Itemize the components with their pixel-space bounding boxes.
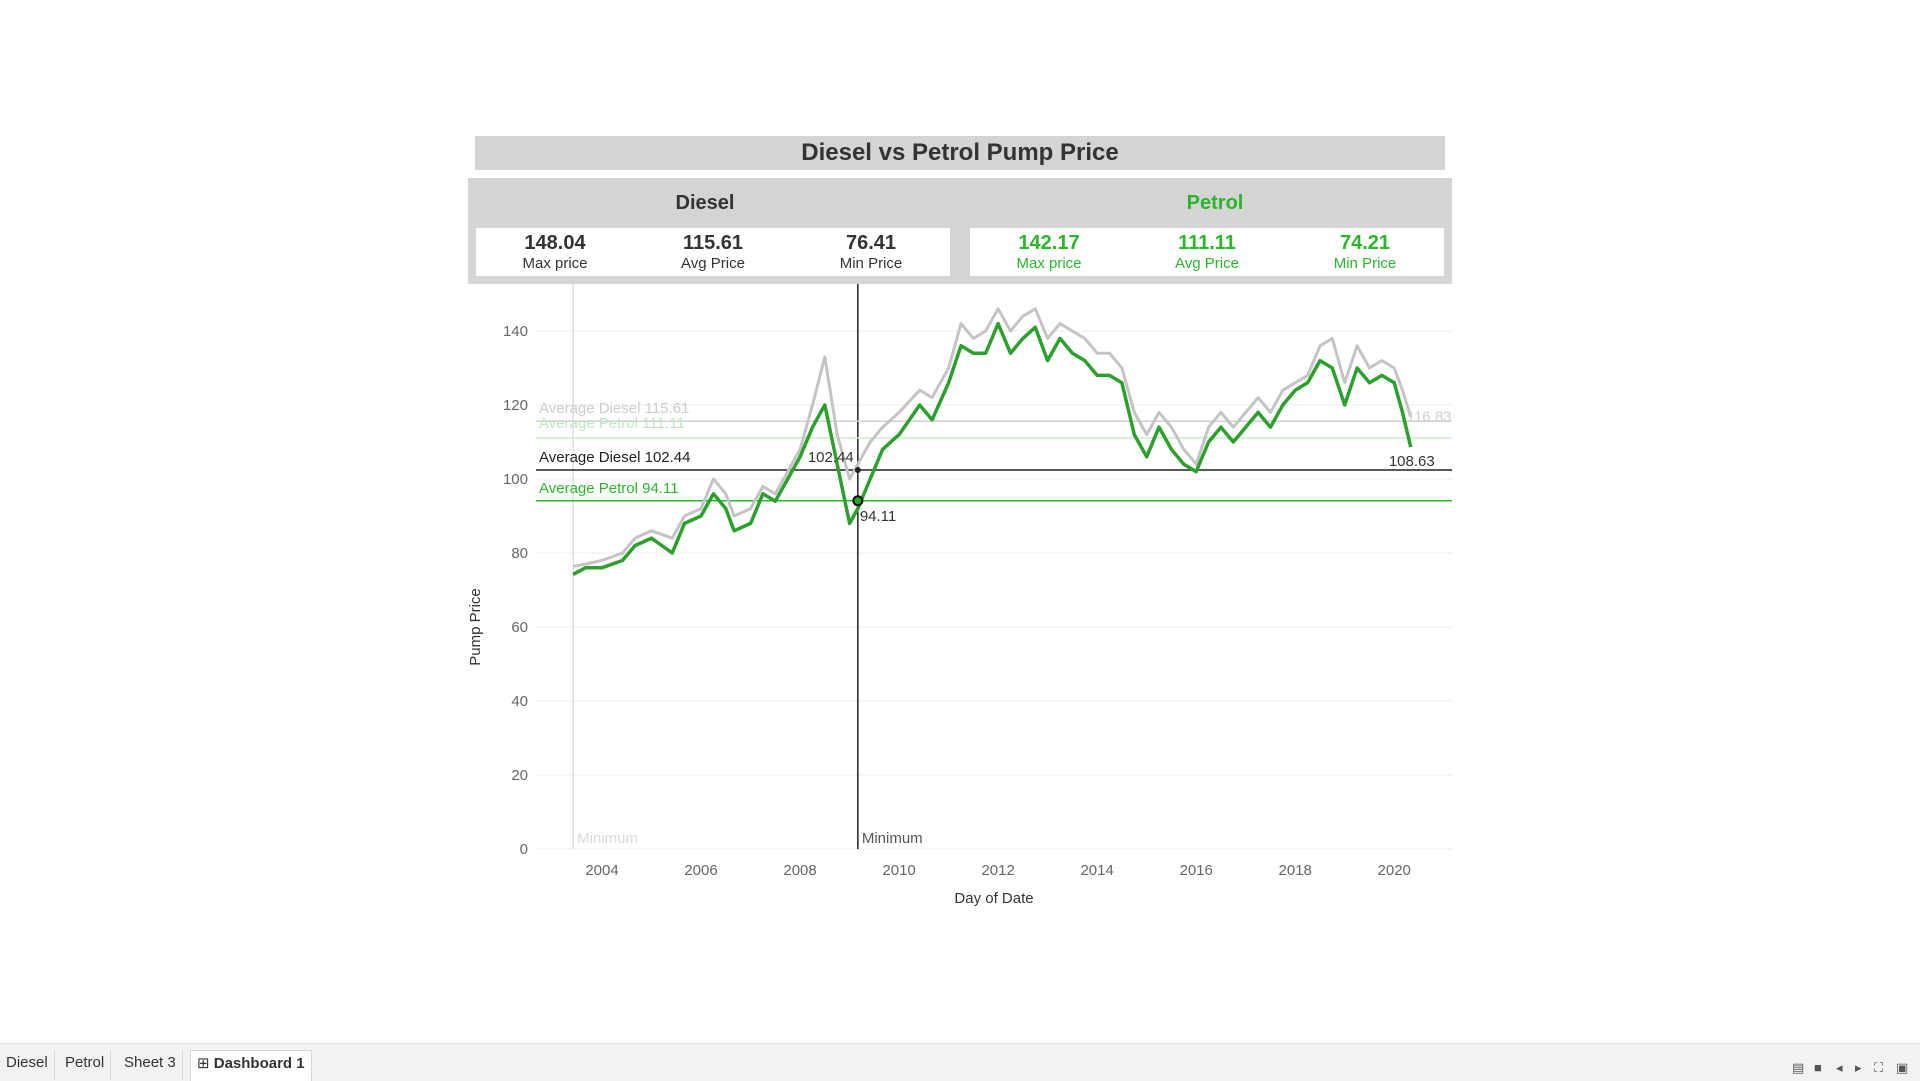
- petrol-avg-label: Avg Price: [1175, 255, 1239, 272]
- y-axis-title: Pump Price: [467, 588, 484, 666]
- petrol-max-kpi: 142.17 Max price: [974, 231, 1124, 273]
- sheet-tab-bar: Diesel Petrol Sheet 3 ⊞ Dashboard 1: [0, 1043, 1920, 1081]
- diesel-series-line: [572, 307, 1413, 568]
- value-annotation: 94.11: [860, 508, 896, 525]
- x-tick-label: 2008: [783, 862, 816, 879]
- petrol-avg-value: 111.11: [1178, 232, 1236, 254]
- x-tick-label: 2018: [1279, 862, 1312, 879]
- minimum-reference-label: Minimum: [577, 830, 638, 847]
- value-annotation: 116.83: [1407, 409, 1452, 426]
- diesel-min-kpi: 76.41 Min Price: [796, 231, 946, 273]
- average-reference-label: Average Diesel 115.61: [539, 400, 689, 417]
- petrol-kpi-header: Petrol: [1186, 192, 1244, 214]
- average-reference-label: Average Petrol 111.11: [539, 415, 685, 432]
- y-tick-label: 100: [503, 471, 528, 488]
- diesel-max-label: Max price: [522, 255, 588, 272]
- tab-sheet-3[interactable]: Sheet 3: [118, 1050, 183, 1080]
- previous-sheet-icon[interactable]: ◂: [1836, 1060, 1843, 1075]
- y-tick-label: 40: [511, 693, 528, 710]
- x-axis-title: Day of Date: [954, 890, 1033, 907]
- x-tick-label: 2010: [882, 862, 915, 879]
- x-tick-label: 2006: [684, 862, 717, 879]
- filmstrip-view-icon[interactable]: ▤: [1792, 1060, 1805, 1075]
- y-tick-label: 140: [503, 323, 528, 340]
- tab-dashboard-1[interactable]: ⊞ Dashboard 1: [190, 1050, 312, 1081]
- fullscreen-icon[interactable]: ⛶: [1874, 1060, 1884, 1075]
- petrol-min-kpi: 74.21 Min Price: [1290, 231, 1440, 273]
- petrol-min-label: Min Price: [1333, 255, 1397, 272]
- kpi-panel: Diesel Petrol 148.04 Max price 115.61 Av…: [468, 178, 1452, 284]
- petrol-avg-kpi: 111.11 Avg Price: [1132, 231, 1282, 273]
- petrol-kpi-box: 142.17 Max price 111.11 Avg Price 74.21 …: [970, 228, 1444, 276]
- x-tick-label: 2004: [585, 862, 618, 879]
- x-tick-label: 2012: [981, 862, 1014, 879]
- sheet-view-icon[interactable]: ■: [1814, 1060, 1822, 1075]
- tab-petrol[interactable]: Petrol: [59, 1050, 112, 1080]
- y-tick-label: 0: [520, 841, 528, 858]
- petrol-max-value: 142.17: [1018, 232, 1080, 254]
- diesel-avg-kpi: 115.61 Avg Price: [638, 231, 788, 273]
- diesel-avg-label: Avg Price: [681, 255, 745, 272]
- average-reference-label: Average Petrol 94.11: [539, 480, 679, 497]
- y-tick-label: 20: [511, 767, 528, 784]
- x-tick-label: 2014: [1080, 862, 1113, 879]
- petrol-series-line: [572, 321, 1413, 576]
- presentation-icon[interactable]: ▣: [1896, 1060, 1909, 1075]
- dashboard-grid-icon: ⊞: [197, 1055, 214, 1072]
- diesel-kpi-box: 148.04 Max price 115.61 Avg Price 76.41 …: [476, 228, 950, 276]
- next-sheet-icon[interactable]: ▸: [1855, 1060, 1862, 1075]
- petrol-highlight-point: [852, 495, 864, 507]
- diesel-highlight-point: [854, 466, 861, 473]
- diesel-min-label: Min Price: [839, 255, 903, 272]
- diesel-min-value: 76.41: [845, 232, 897, 254]
- value-annotation: 108.63: [1389, 453, 1435, 470]
- average-reference-label: Average Diesel 102.44: [539, 449, 691, 466]
- value-annotation: 102.44: [808, 449, 854, 466]
- x-tick-label: 2016: [1179, 862, 1212, 879]
- y-tick-label: 120: [503, 397, 528, 414]
- diesel-max-value: 148.04: [524, 232, 586, 254]
- petrol-max-label: Max price: [1016, 255, 1082, 272]
- petrol-min-value: 74.21: [1339, 232, 1391, 254]
- diesel-avg-value: 115.61: [682, 232, 744, 254]
- y-tick-label: 60: [511, 619, 528, 636]
- price-line-chart[interactable]: 0 20 40 60 80 100 120 140 2004 2006 2008 2010 2012 20…: [460, 284, 1460, 914]
- dashboard-title: Diesel vs Petrol Pump Price: [475, 136, 1445, 170]
- minimum-reference-label: Minimum: [862, 830, 923, 847]
- tab-dashboard-1-label: Dashboard 1: [213, 1055, 305, 1072]
- diesel-kpi-header: Diesel: [675, 192, 735, 214]
- tab-diesel[interactable]: Diesel: [0, 1050, 55, 1080]
- y-tick-label: 80: [511, 545, 528, 562]
- diesel-max-kpi: 148.04 Max price: [480, 231, 630, 273]
- x-tick-label: 2020: [1378, 862, 1411, 879]
